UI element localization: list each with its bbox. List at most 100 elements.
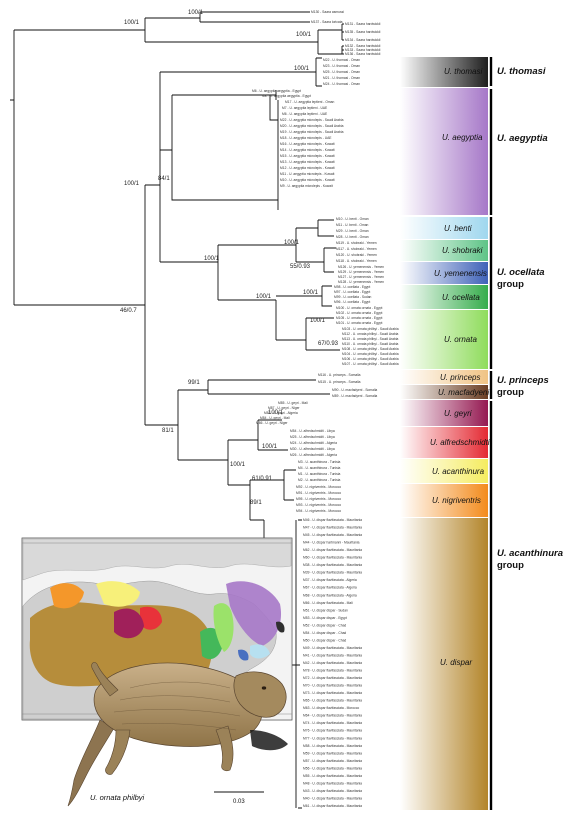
tip-label: M76 - U. dispar flavifasciata - Mauritan… bbox=[303, 729, 362, 733]
clade-label-benti: U. benti bbox=[444, 224, 472, 233]
tip-label: M22 - U. aegyptia microlepis - Saudi Ara… bbox=[280, 118, 344, 122]
tip-label: M9 - U. aegyptia microlepis - Kuwait bbox=[280, 184, 333, 188]
tip-label: M4 - U. acanthinura - Tunisia bbox=[298, 466, 340, 470]
tip-label: M1 - U. acanthinura - Tunisia bbox=[298, 472, 340, 476]
tip-label: M19 - U. aegyptia microlepis - Saudi Ara… bbox=[280, 130, 344, 134]
tip-label: M22 - U. thomasi - Oman bbox=[323, 58, 360, 62]
band-alfredschmidti bbox=[400, 427, 488, 458]
tip-label: M104 - U. ornata philbyi - Saudi Arabia bbox=[342, 352, 399, 356]
support-value: 81/1 bbox=[162, 428, 174, 434]
lizard-leg-back-upper bbox=[91, 662, 119, 697]
tip-label: M60 - U. dispar flavifasciata - Mauritan… bbox=[303, 556, 362, 560]
lizard-leg-front bbox=[215, 725, 234, 772]
tip-label: M83 - U. geyri - Algeria bbox=[264, 411, 298, 415]
tip-label: M136 - Saara hardwickii bbox=[345, 52, 381, 56]
clade-label-macfadyeni: U. macfadyeni bbox=[438, 388, 489, 397]
tip-label: M117 - U. shobraki - Yemen bbox=[336, 247, 377, 251]
group-word-acanthinura: group bbox=[497, 560, 524, 571]
tip-label: M84 - U. geyri - Mali bbox=[260, 416, 290, 420]
dispar-tip-labels: M46 - U. dispar flavifasciata - Mauritan… bbox=[303, 518, 362, 808]
support-value: 100/1 bbox=[188, 10, 204, 16]
tip-label: M126 - U. yemenensis - Yemen bbox=[338, 265, 384, 269]
group-labels: U. thomasi U. aegyptia U. ocellata group… bbox=[497, 66, 563, 571]
support-value: 100/1 bbox=[303, 290, 319, 296]
tip-label: M54 - U. dispar dispar - Chad bbox=[303, 631, 346, 635]
tip-label: M51 - U. dispar dispar - Sudan bbox=[303, 608, 348, 612]
tip-label: M95 - U. nigriventris - Morocco bbox=[296, 497, 341, 501]
tip-label: M72 - U. dispar flavifasciata - Mauritan… bbox=[303, 676, 362, 680]
clade-label-ocellata: U. ocellata bbox=[442, 293, 480, 302]
tip-label: M6 - U. aegyptia aegyptia - Egypt bbox=[252, 89, 301, 93]
map-range-thomasi bbox=[276, 621, 285, 633]
tip-label: M48 - U. dispar flavifasciata - Mauritan… bbox=[303, 781, 362, 785]
support-values: 100/1 100/1 100/1 100/1 100/1 84/1 46/0.… bbox=[120, 10, 339, 506]
tip-label: M103 - U. ornata philbyi - Saudi Arabia bbox=[342, 327, 399, 331]
group-label-aegyptia: U. aegyptia bbox=[497, 133, 548, 144]
branch-outgroup bbox=[144, 11, 344, 55]
tip-label: M11 - U. benti - Oman bbox=[336, 223, 369, 227]
support-value: 46/0.7 bbox=[120, 308, 137, 314]
tip-label: M41 - U. dispar flavifasciata - Mauritan… bbox=[303, 654, 362, 658]
tip-label: M133 - Saara hardwickii bbox=[345, 48, 381, 52]
lizard-body bbox=[93, 662, 263, 747]
tip-label: M46 - U. dispar flavifasciata - Mauritan… bbox=[303, 518, 362, 522]
clade-bands bbox=[400, 57, 488, 810]
tip-label: M8 - U. aegyptia aegyptia - Egypt bbox=[262, 94, 311, 98]
tip-label: M105 - U. ornata ornata - Egypt bbox=[336, 316, 382, 320]
lizard-illustration bbox=[67, 662, 288, 807]
support-value: 100/1 bbox=[256, 294, 272, 300]
support-value: 84/1 bbox=[158, 176, 170, 182]
tip-label: M64 - U. dispar flavifasciata - Mauritan… bbox=[303, 714, 362, 718]
support-value: 99/1 bbox=[188, 380, 200, 386]
tip-label: M53 - U. dispar dispar - Egypt bbox=[303, 616, 347, 620]
clade-label-shobraki: U. shobraki bbox=[442, 246, 483, 255]
tip-label: M62 - U. dispar flavifasciata - Mauritan… bbox=[303, 548, 362, 552]
clade-label-princeps: U. princeps bbox=[440, 373, 480, 382]
support-value: 100/1 bbox=[204, 256, 220, 262]
tip-label: M90 - U. macfadyeni - Somalia bbox=[332, 388, 377, 392]
map-range-acanthinura bbox=[96, 581, 140, 607]
tip-label: M37 - U. dispar flavifasciata - Algeria bbox=[303, 578, 357, 582]
tip-label: M89 - U. macfadyeni - Somalia bbox=[332, 394, 377, 398]
clade-label-yemenensis: U. yemenensis bbox=[434, 269, 487, 278]
support-value: 100/1 bbox=[268, 410, 284, 416]
tip-label: M106 - U. ornata philbyi - Saudi Arabia bbox=[342, 357, 399, 361]
tip-label: M96 - U. ocellata - Egypt bbox=[334, 300, 370, 304]
tip-label: M15 - U. aegyptia microlepis - Kuwait bbox=[280, 154, 335, 158]
lizard-head bbox=[233, 671, 287, 718]
tip-label: M50 - U. dispar dispar - Chad bbox=[303, 638, 346, 642]
tip-label: M45 - U. dispar flavifasciata - Mauritan… bbox=[303, 533, 362, 537]
tip-label: M18 - U. aegyptia microlepis - UAE bbox=[280, 136, 332, 140]
tip-label: M6 - U. aegyptia leptieni - UAE bbox=[282, 112, 328, 116]
support-value: 100/1 bbox=[296, 32, 312, 38]
clade-label-aegyptia: U. aegyptia bbox=[442, 133, 483, 142]
support-value: 100/1 bbox=[124, 20, 140, 26]
tip-label: M16 - U. aegyptia microlepis - Kuwait bbox=[280, 142, 335, 146]
tip-label: M129 - U. yemenensis - Yemen bbox=[338, 270, 384, 274]
tip-label: M77 - U. dispar flavifasciata - Mauritan… bbox=[303, 736, 362, 740]
tip-label: M130 - Saara asmussi bbox=[311, 10, 344, 14]
branch-ingroup bbox=[144, 184, 178, 426]
support-value: 100/1 bbox=[262, 444, 278, 450]
lizard-eye bbox=[261, 686, 267, 690]
tip-label: M137 - Saara loricata bbox=[311, 20, 343, 24]
tip-label: M42 - U. dispar flavifasciata - Mauritan… bbox=[303, 661, 362, 665]
tip-label: M128 - U. yemenensis - Yemen bbox=[338, 280, 384, 284]
lizard-scales bbox=[113, 681, 241, 731]
map-range-alfredschmidti bbox=[140, 606, 162, 630]
clade-labels: U. thomasi U. aegyptia U. benti U. shobr… bbox=[430, 67, 490, 667]
branch-benti-etc bbox=[295, 219, 336, 273]
tip-label: M24 - U. thomasi - Oman bbox=[323, 82, 360, 86]
tip-label: M116 - U. princeps - Somalia bbox=[318, 373, 361, 377]
tip-label: M115 - U. princeps - Somalia bbox=[318, 380, 361, 384]
clade-label-geyri: U. geyri bbox=[444, 409, 472, 418]
tip-label: M3 - U. acanthinura - Tunisia bbox=[298, 460, 340, 464]
tip-label: M120 - U. shobraki - Yemen bbox=[336, 253, 377, 257]
group-label-thomasi: U. thomasi bbox=[497, 66, 546, 77]
scale-bar-label: 0.03 bbox=[233, 799, 245, 805]
tip-label: M66 - U. dispar flavifasciata - Mali bbox=[303, 601, 353, 605]
support-value: 100/1 bbox=[124, 181, 140, 187]
tip-label: M12 - U. aegyptia microlepis - Kuwait bbox=[280, 166, 335, 170]
